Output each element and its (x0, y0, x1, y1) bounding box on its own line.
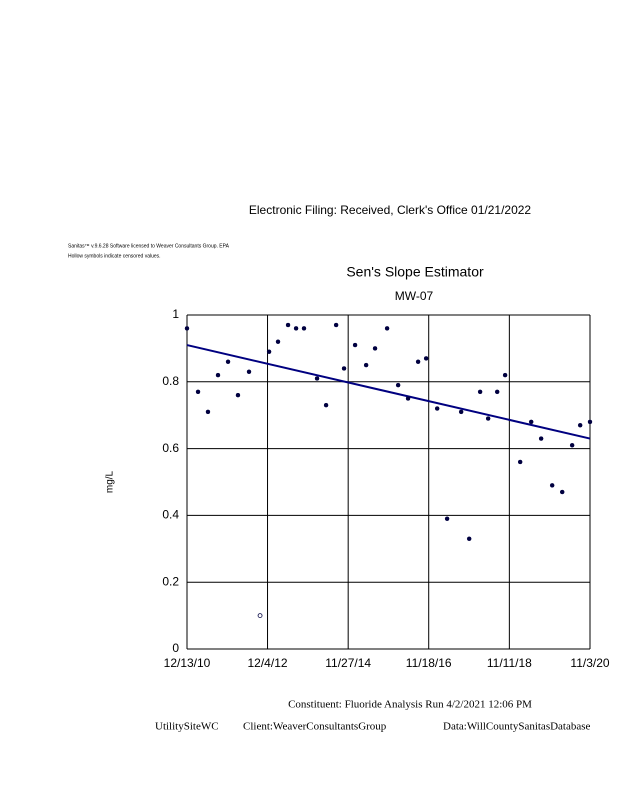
data-point (434, 406, 440, 411)
data-point (477, 389, 483, 395)
chart-subtitle: MW-07 (395, 289, 434, 303)
data-point (314, 376, 320, 381)
data-point (257, 613, 263, 618)
data-point (205, 409, 211, 415)
x-tick-label: 11/27/14 (325, 656, 371, 670)
data-point (301, 326, 307, 331)
license-note: Sanitas™ v.9.6.28 Software licensed to W… (68, 243, 230, 249)
data-point (195, 389, 201, 395)
client-label: Client:WeaverConsultantsGroup (243, 721, 387, 733)
data-point (372, 346, 378, 351)
data-point (215, 372, 221, 378)
data-point (323, 402, 329, 408)
data-point (569, 443, 575, 448)
data-point (577, 422, 583, 428)
x-tick-label: 11/11/18 (487, 656, 532, 670)
x-tick-label: 11/3/20 (570, 656, 609, 670)
data-point (549, 483, 555, 488)
data-point (333, 322, 339, 328)
data-point (352, 342, 358, 348)
data-point (246, 369, 252, 375)
data-point (444, 516, 450, 521)
data-point (266, 349, 272, 354)
data-point (341, 366, 347, 371)
constituent-line: Constituent: Fluoride Analysis Run 4/2/2… (288, 699, 532, 711)
data-point (494, 389, 500, 395)
data-point (405, 396, 411, 401)
censored-note: Hollow symbols indicate censored values. (68, 253, 161, 259)
data-point (184, 326, 190, 331)
x-tick-label: 11/18/16 (406, 656, 452, 670)
data-point (225, 359, 231, 365)
data-point (395, 382, 401, 388)
data-point (458, 409, 464, 415)
data-point (384, 326, 390, 331)
y-tick-label: 0.6 (162, 441, 179, 455)
data-point (415, 359, 421, 365)
data-point (559, 489, 565, 495)
data-point (502, 372, 508, 378)
trend-line (186, 344, 591, 440)
data-point (517, 459, 523, 465)
data-point (275, 339, 281, 344)
y-axis-label: mg/L (105, 470, 116, 493)
y-tick-label: 0.4 (162, 508, 179, 522)
data-point (538, 436, 544, 441)
x-tick-label: 12/4/12 (248, 656, 288, 670)
y-tick-label: 0.2 (162, 574, 179, 588)
data-point (235, 392, 241, 398)
data-point (423, 356, 429, 361)
data-point (285, 322, 291, 328)
data-point (363, 362, 369, 368)
site-label: UtilitySiteWC (155, 721, 219, 733)
data-point (485, 416, 491, 421)
data-point (466, 536, 472, 542)
chart-title: Sen's Slope Estimator (346, 264, 484, 280)
y-tick-label: 0 (172, 641, 179, 655)
y-tick-label: 0.8 (162, 374, 179, 388)
data-point (587, 419, 593, 425)
y-tick-label: 1 (172, 307, 179, 321)
data-point (528, 419, 534, 425)
database-label: Data:WillCountySanitasDatabase (443, 721, 591, 733)
filing-header: Electronic Filing: Received, Clerk's Off… (249, 203, 532, 217)
x-tick-label: 12/13/10 (164, 656, 211, 670)
data-point (293, 326, 299, 331)
